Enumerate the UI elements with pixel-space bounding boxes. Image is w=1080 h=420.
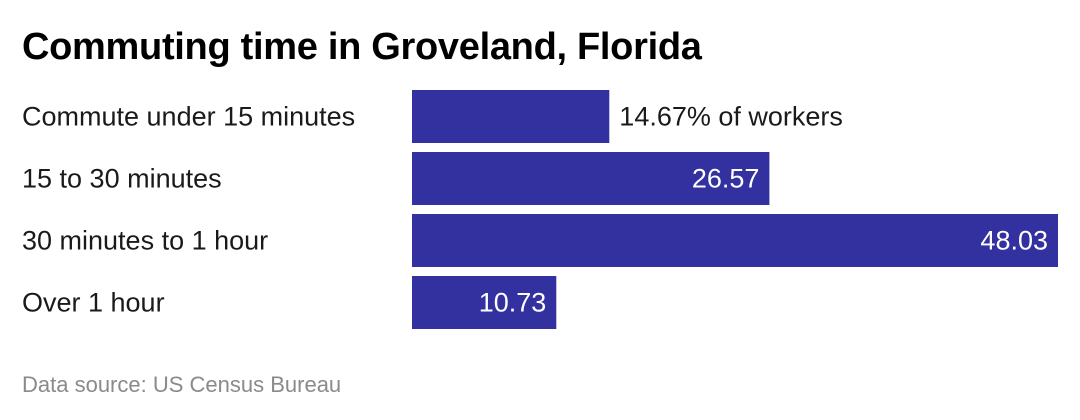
value-label: 48.03 <box>980 226 1048 256</box>
category-label: Commute under 15 minutes <box>22 102 355 132</box>
bar <box>412 152 770 205</box>
bar <box>412 90 610 143</box>
value-label: 26.57 <box>692 164 760 194</box>
category-label: 15 to 30 minutes <box>22 164 222 194</box>
bar <box>412 214 1058 267</box>
bar-row: 15 to 30 minutes 26.57 <box>22 152 770 205</box>
category-label: Over 1 hour <box>22 288 165 318</box>
bar-row: 30 minutes to 1 hour 48.03 <box>22 214 1058 267</box>
category-label: 30 minutes to 1 hour <box>22 226 268 256</box>
value-label: 10.73 <box>479 288 547 318</box>
bar-row: Commute under 15 minutes 14.67% of worker… <box>22 90 843 143</box>
data-source-note: Data source: US Census Bureau <box>22 372 342 397</box>
chart-title: Commuting time in Groveland, Florida <box>22 26 702 68</box>
bar-row: Over 1 hour 10.73 <box>22 276 557 329</box>
bar <box>412 276 557 329</box>
value-label: 14.67% of workers <box>619 102 843 132</box>
